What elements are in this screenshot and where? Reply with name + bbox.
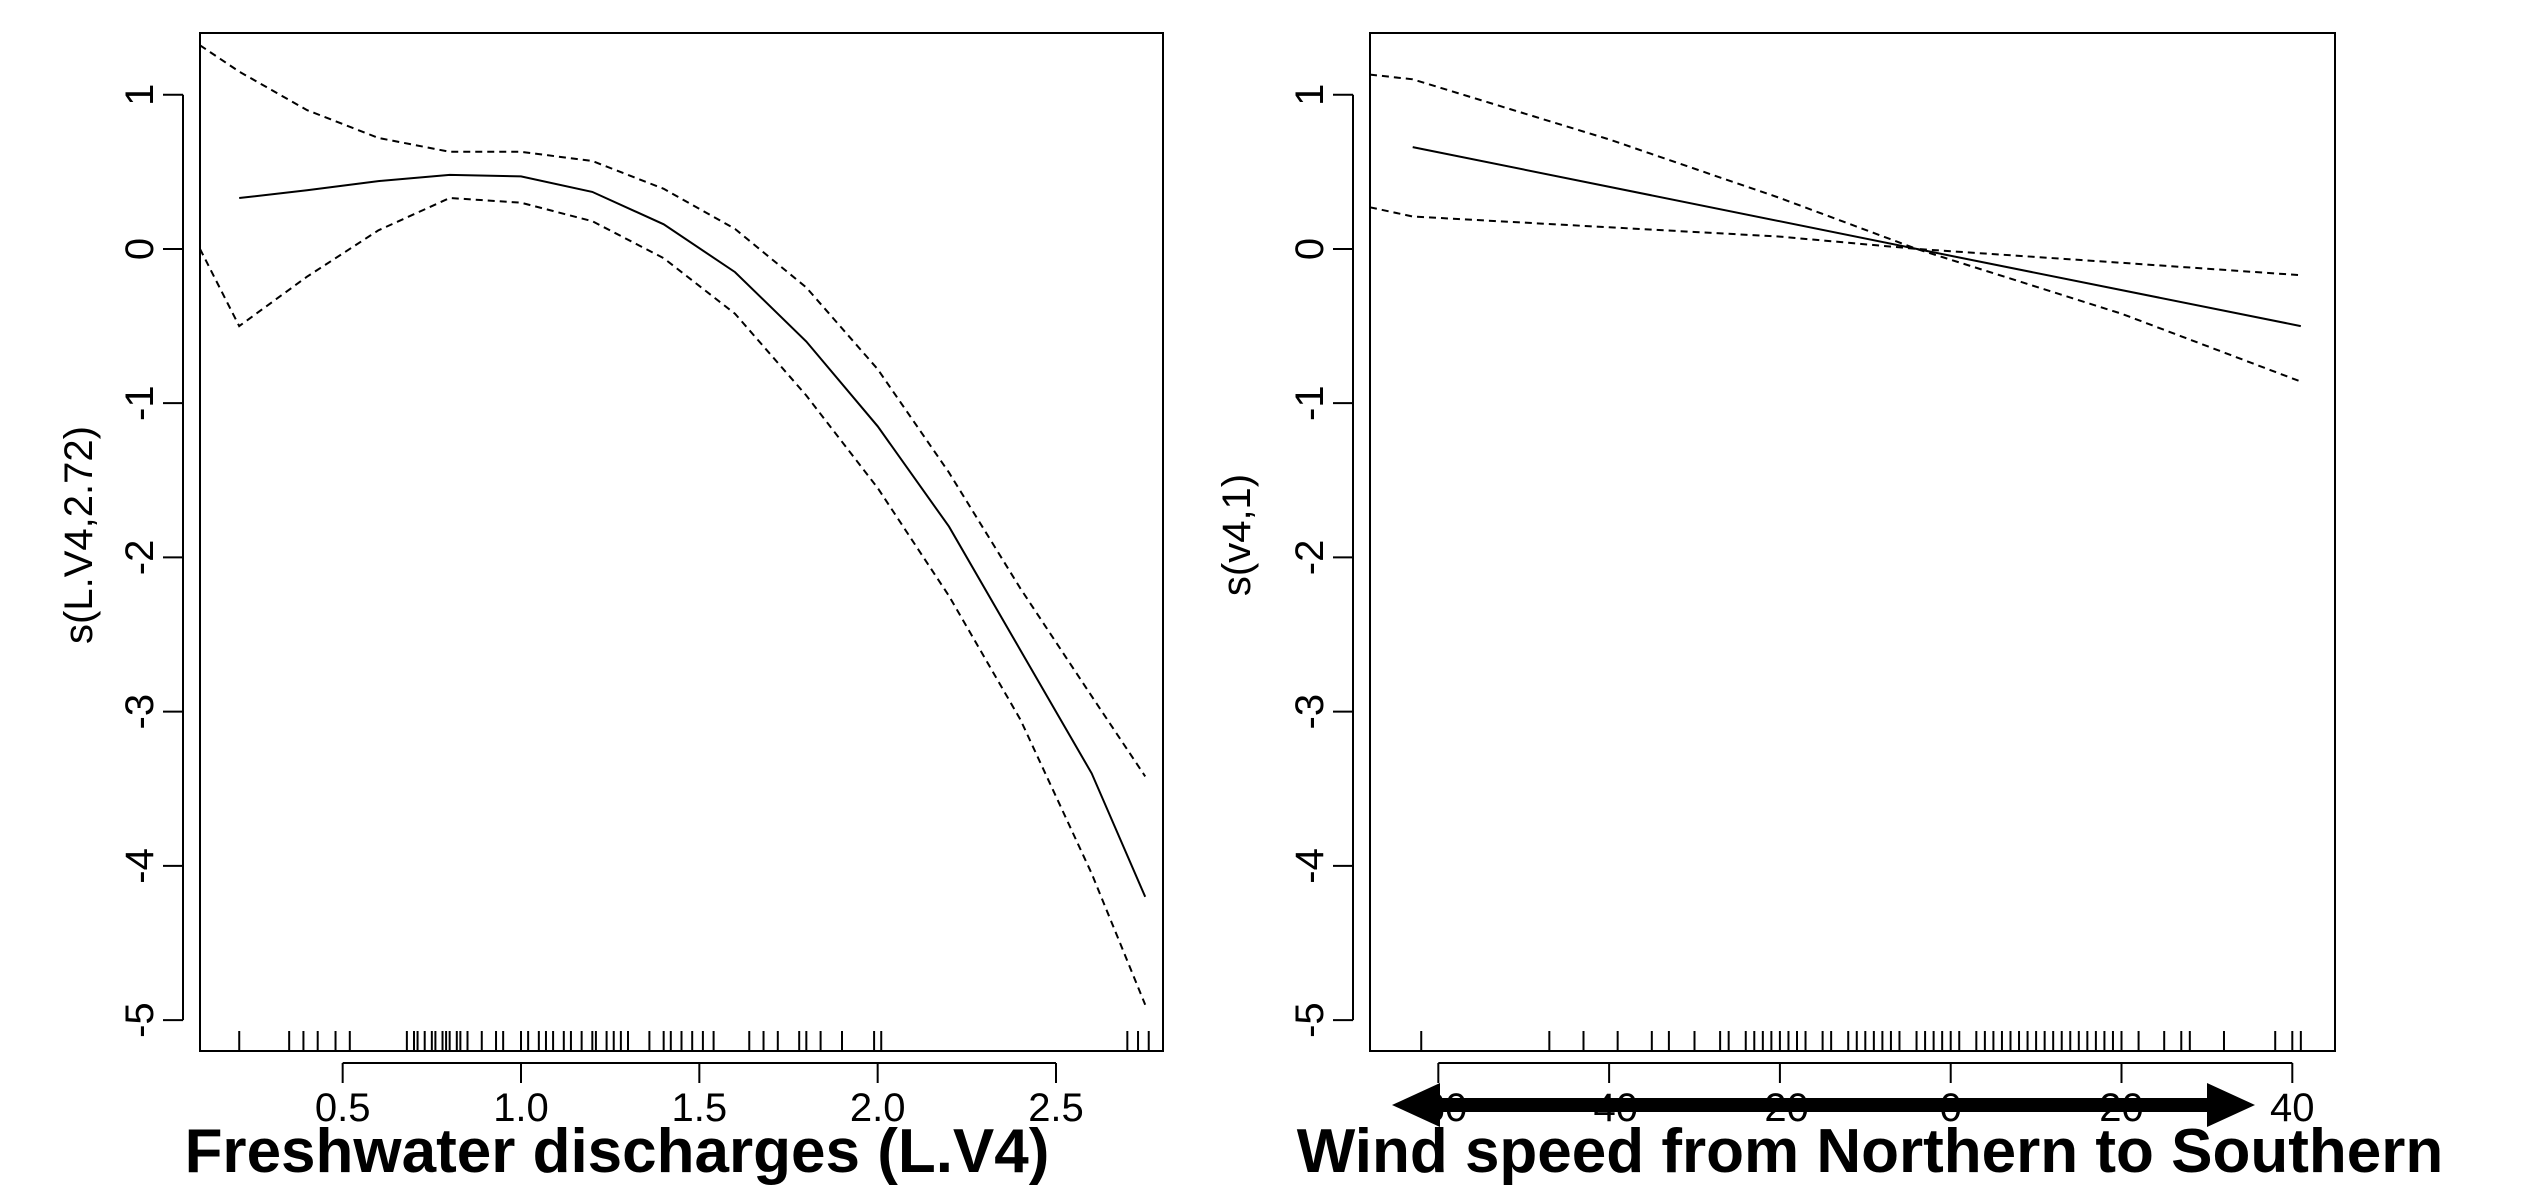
right-y-axis-title: s(v4,1) [1215,474,1259,596]
plot-frame [1369,32,2336,1052]
smooth-fit-line [1412,146,2301,328]
x-tick-label: -60 [1409,1086,1467,1130]
left-y-axis-title: s(L.V4,2.72) [57,426,101,644]
y-tick-label: -4 [1288,848,1332,884]
x-tick-label: 40 [2270,1086,2315,1130]
y-tick-label: -1 [118,385,162,421]
right-x-axis-title: Wind speed from Northern to Southern [1297,1117,2443,1185]
x-tick-label: 1.5 [672,1086,728,1130]
y-tick-label: -4 [118,848,162,884]
x-tick-label: 20 [2099,1086,2144,1130]
y-tick-label: -5 [118,1002,162,1038]
x-tick-label: -40 [1580,1086,1638,1130]
right-panel: Wind speed from Northern to Southern s(v… [1215,32,2443,1185]
y-tick-label: -5 [1288,1002,1332,1038]
y-tick-label: 0 [1288,238,1332,260]
x-tick-label: 0 [1940,1086,1962,1130]
y-tick-label: -3 [118,694,162,730]
y-tick-label: -1 [1288,385,1332,421]
left-x-axis-title: Freshwater discharges (L.V4) [185,1117,1050,1185]
x-tick-label: -20 [1751,1086,1809,1130]
direction-arrow-right-head [2207,1083,2255,1127]
x-tick-label: 0.5 [315,1086,371,1130]
confidence-band-line [1369,206,2301,277]
direction-arrow [1392,1083,2255,1127]
confidence-band-line [199,196,1147,1006]
smooth-fit-line [239,173,1147,898]
y-tick-label: 1 [118,84,162,106]
y-tick-label: -2 [118,540,162,576]
x-tick-label: 2.5 [1028,1086,1084,1130]
y-tick-label: -3 [1288,694,1332,730]
left-panel: Freshwater discharges (L.V4) s(L.V4,2.72… [57,32,1164,1185]
y-tick-label: 0 [118,238,162,260]
direction-arrow-left-head [1392,1083,1440,1127]
confidence-band-line [199,44,1147,777]
confidence-band-line [1369,73,2302,383]
x-tick-label: 1.0 [493,1086,549,1130]
y-tick-label: -2 [1288,540,1332,576]
x-tick-label: 2.0 [850,1086,906,1130]
y-tick-label: 1 [1288,84,1332,106]
